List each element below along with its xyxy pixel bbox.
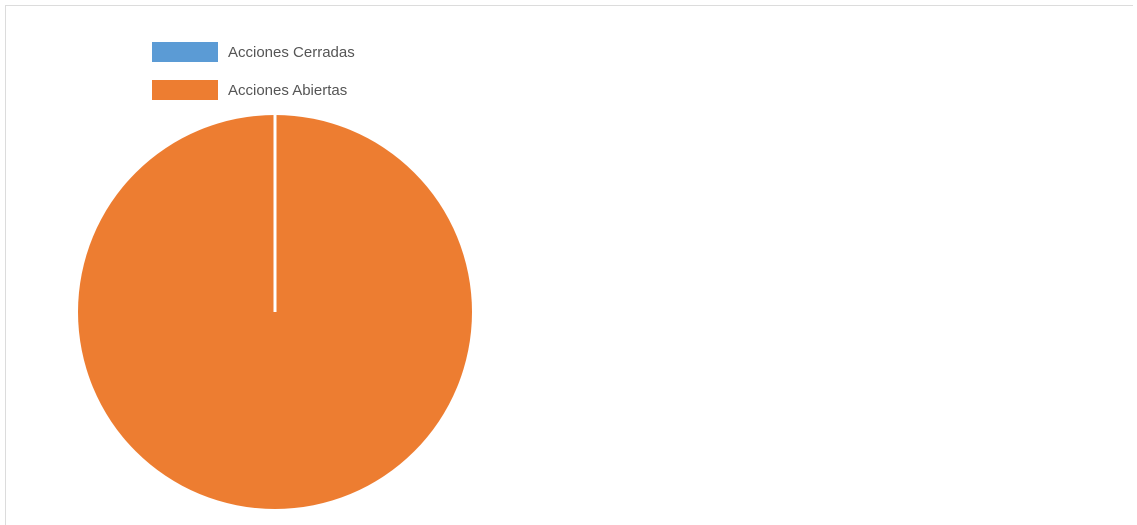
legend-swatch-acciones-abiertas: [152, 80, 218, 100]
legend-label-acciones-cerradas: Acciones Cerradas: [228, 43, 355, 61]
chart-legend: Acciones Cerradas Acciones Abiertas: [152, 42, 355, 118]
legend-label-acciones-abiertas: Acciones Abiertas: [228, 81, 348, 99]
legend-item-acciones-cerradas[interactable]: Acciones Cerradas: [152, 42, 355, 62]
legend-item-acciones-abiertas[interactable]: Acciones Abiertas: [152, 80, 355, 100]
legend-swatch-acciones-cerradas: [152, 42, 218, 62]
